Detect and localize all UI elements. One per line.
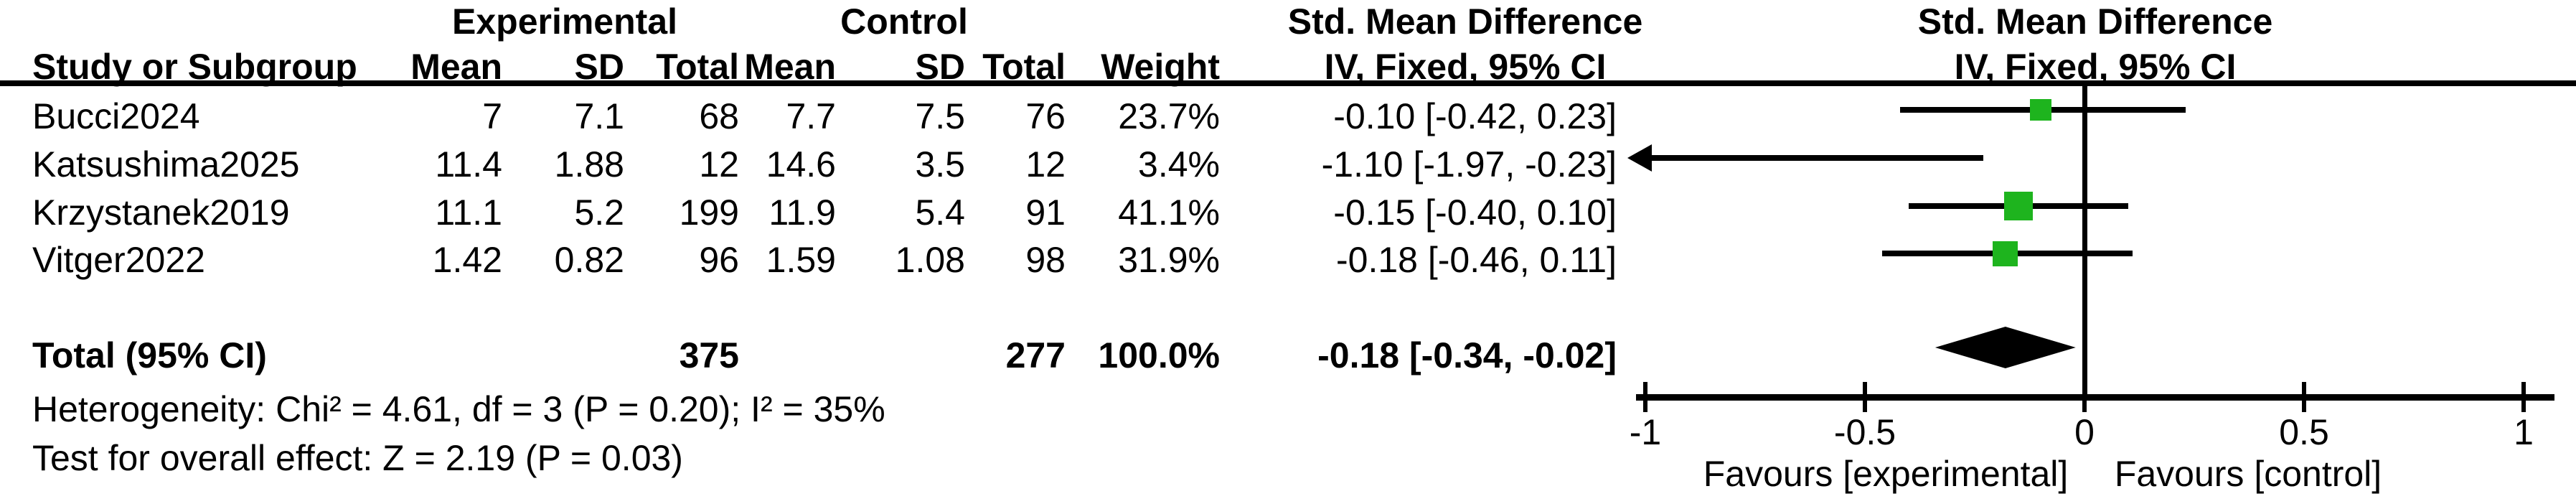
smd-plot-header: Std. Mean Difference <box>1917 1 2273 42</box>
study-column-header: Study or Subgroup <box>32 47 357 87</box>
heterogeneity-note: Heterogeneity: Chi² = 4.61, df = 3 (P = … <box>32 389 885 429</box>
x-axis-tick <box>2302 382 2306 412</box>
sd-ctrl-column-header: SD <box>915 47 965 87</box>
iv-fixed-ci-plot-header: IV, Fixed, 95% CI <box>1954 47 2237 87</box>
study-weight: 3.4% <box>1138 144 1220 185</box>
study-mean-ctrl: 1.59 <box>766 240 836 280</box>
zero-reference-line <box>2082 86 2087 401</box>
x-axis-tick-label: 0.5 <box>2279 412 2329 452</box>
study-mean-exp: 11.1 <box>435 192 502 233</box>
study-total-exp: 96 <box>699 240 739 280</box>
point-estimate-marker <box>2029 99 2051 121</box>
study-weight: 31.9% <box>1118 240 1220 280</box>
study-sd-exp: 1.88 <box>554 144 624 185</box>
study-total-ctrl: 91 <box>1025 192 1066 233</box>
x-axis-tick-label: 1 <box>2514 412 2534 452</box>
total-diamond <box>1935 327 2076 368</box>
study-mean-ctrl: 11.9 <box>768 192 836 233</box>
study-row-label: Krzystanek2019 <box>32 192 290 233</box>
study-total-exp: 12 <box>699 144 739 185</box>
ci-clipped-arrow <box>1627 144 1652 172</box>
study-weight: 23.7% <box>1118 96 1220 136</box>
weight-column-header: Weight <box>1101 47 1220 87</box>
study-ci-value: -0.10 [-0.42, 0.23] <box>1333 96 1617 136</box>
study-ci-value: -0.15 [-0.40, 0.10] <box>1333 192 1617 233</box>
overall-effect-note: Test for overall effect: Z = 2.19 (P = 0… <box>32 438 683 478</box>
study-mean-ctrl: 14.6 <box>766 144 836 185</box>
study-mean-exp: 1.42 <box>432 240 502 280</box>
favours-experimental-label: Favours [experimental] <box>1703 454 2069 494</box>
control-group-header: Control <box>840 1 968 42</box>
study-row-label: Vitger2022 <box>32 240 205 280</box>
mean-exp-column-header: Mean <box>410 47 502 87</box>
smd-table-header: Std. Mean Difference <box>1287 1 1643 42</box>
total-weight: 100.0% <box>1098 335 1220 375</box>
experimental-group-header: Experimental <box>451 1 678 42</box>
mean-ctrl-column-header: Mean <box>744 47 836 87</box>
study-row-label: Katsushima2025 <box>32 144 300 185</box>
study-total-ctrl: 76 <box>1025 96 1066 136</box>
ci-line <box>1646 155 1984 161</box>
study-total-exp: 199 <box>679 192 739 233</box>
total-exp-column-header: Total <box>656 47 739 87</box>
study-ci-value: -0.18 [-0.46, 0.11] <box>1336 240 1617 280</box>
study-total-ctrl: 98 <box>1025 240 1066 280</box>
study-row-label: Bucci2024 <box>32 96 200 136</box>
x-axis-tick <box>2082 382 2087 412</box>
total-row-label: Total (95% CI) <box>32 335 267 375</box>
total-ci-value: -0.18 [-0.34, -0.02] <box>1317 335 1617 375</box>
study-sd-exp: 7.1 <box>574 96 624 136</box>
study-mean-exp: 7 <box>482 96 502 136</box>
study-ci-value: -1.10 [-1.97, -0.23] <box>1321 144 1617 185</box>
x-axis-tick-label: -0.5 <box>1833 412 1896 452</box>
study-total-ctrl: 12 <box>1025 144 1066 185</box>
study-mean-ctrl: 7.7 <box>786 96 836 136</box>
study-sd-ctrl: 7.5 <box>915 96 965 136</box>
point-estimate-marker <box>2004 192 2034 220</box>
x-axis-tick-label: -1 <box>1629 412 1662 452</box>
study-sd-ctrl: 1.08 <box>895 240 965 280</box>
total-ctrl-column-header: Total <box>982 47 1066 87</box>
study-sd-ctrl: 5.4 <box>915 192 965 233</box>
header-rule <box>0 80 2576 86</box>
study-sd-exp: 0.82 <box>554 240 624 280</box>
study-mean-exp: 11.4 <box>435 144 502 185</box>
iv-fixed-ci-table-header: IV, Fixed, 95% CI <box>1324 47 1607 87</box>
x-axis-tick <box>2521 382 2526 412</box>
study-sd-exp: 5.2 <box>574 192 624 233</box>
x-axis-tick-label: 0 <box>2074 412 2095 452</box>
x-axis-tick <box>1643 382 1647 412</box>
total-ctrl-n: 277 <box>1005 335 1066 375</box>
favours-control-label: Favours [control] <box>2114 454 2382 494</box>
sd-exp-column-header: SD <box>574 47 624 87</box>
x-axis-line <box>1636 394 2554 401</box>
point-estimate-marker <box>1993 241 2018 266</box>
total-exp-n: 375 <box>679 335 739 375</box>
x-axis-tick <box>1863 382 1867 412</box>
study-sd-ctrl: 3.5 <box>915 144 965 185</box>
study-total-exp: 68 <box>699 96 739 136</box>
study-weight: 41.1% <box>1118 192 1220 233</box>
